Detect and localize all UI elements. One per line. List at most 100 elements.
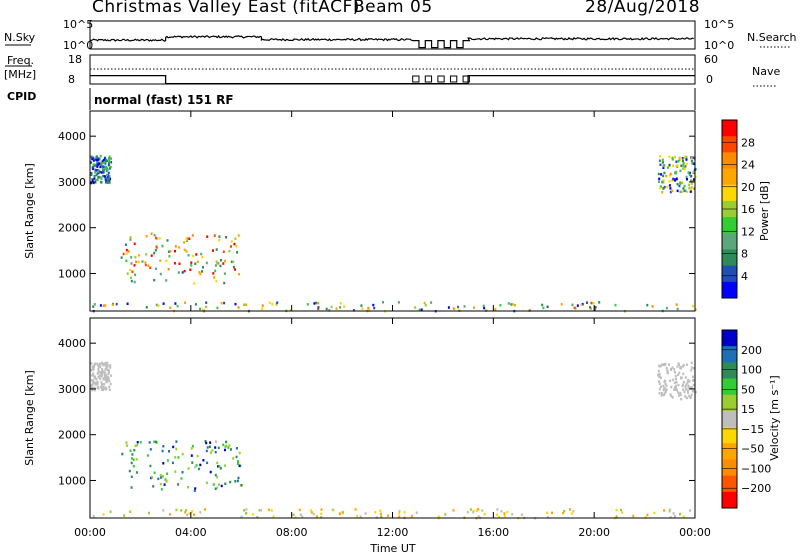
power-point: [178, 262, 181, 265]
velocity-point: [477, 508, 480, 511]
power-point: [190, 264, 193, 267]
power-point: [219, 264, 222, 268]
velocity-point: [217, 483, 220, 486]
power-point: [129, 238, 132, 241]
velocity-point: [161, 449, 164, 453]
nsearch-tick-top: 10^5: [704, 18, 734, 31]
power-point: [193, 282, 196, 285]
power-point: [137, 260, 140, 264]
velocity-point: [678, 394, 681, 397]
velocity-point: [676, 365, 679, 368]
velocity-point: [665, 388, 668, 391]
power-point: [213, 276, 216, 279]
power-point: [106, 168, 109, 171]
velocity-point: [206, 461, 209, 465]
power-point: [685, 162, 688, 166]
velocity-point: [92, 515, 95, 518]
velocity-ytick-label: 3000: [58, 383, 86, 396]
power-point: [457, 305, 459, 309]
velocity-colorbar-tick-label: 15: [741, 403, 755, 416]
power-point: [690, 188, 693, 191]
power-point: [594, 306, 597, 309]
power-point: [690, 180, 693, 183]
velocity-point: [105, 364, 108, 367]
velocity-point: [104, 368, 107, 371]
power-point: [692, 179, 694, 183]
power-point: [153, 278, 156, 282]
velocity-point: [132, 465, 135, 468]
velocity-point: [444, 513, 447, 516]
x-tick-label: 00:00: [679, 526, 711, 539]
power-point: [101, 168, 104, 171]
velocity-point: [658, 387, 661, 391]
power-point: [541, 303, 544, 307]
power-point: [418, 308, 421, 312]
freq-tick-bottom: 8: [68, 73, 75, 86]
power-point: [133, 242, 136, 245]
nave-tick-top: 60: [704, 53, 718, 66]
velocity-point: [211, 449, 214, 452]
velocity-point: [692, 378, 694, 382]
velocity-point: [92, 382, 95, 385]
velocity-point: [496, 513, 499, 516]
power-point: [681, 181, 683, 185]
velocity-point: [664, 389, 667, 393]
power-point: [191, 234, 194, 237]
power-point: [215, 248, 218, 251]
power-point: [666, 166, 669, 169]
power-point: [671, 179, 674, 182]
power-point: [214, 269, 217, 273]
velocity-point: [165, 480, 168, 483]
power-ytick-label: 4000: [58, 130, 86, 143]
velocity-point: [151, 476, 153, 479]
power-point: [145, 306, 148, 309]
x-tick-label: 00:00: [74, 526, 106, 539]
velocity-point: [104, 361, 107, 365]
power-point: [186, 237, 189, 240]
velocity-point: [662, 384, 665, 388]
velocity-point: [128, 469, 131, 473]
velocity-point: [152, 485, 155, 488]
power-point: [98, 157, 101, 160]
power-point: [94, 164, 97, 167]
velocity-point: [234, 480, 237, 483]
velocity-point: [675, 380, 678, 384]
power-point: [424, 304, 427, 307]
power-point: [234, 237, 237, 240]
velocity-point: [149, 464, 152, 468]
power-point: [662, 166, 665, 169]
velocity-point: [331, 508, 334, 511]
velocity-point: [663, 363, 666, 367]
power-point: [690, 182, 693, 185]
velocity-point: [205, 441, 208, 445]
power-point: [317, 306, 320, 309]
power-point: [573, 306, 576, 310]
velocity-point: [615, 515, 618, 518]
power-colorbar-tick-label: 16: [741, 203, 755, 216]
power-point: [200, 252, 203, 256]
power-point: [126, 252, 129, 255]
power-point: [173, 262, 176, 265]
power-point: [660, 173, 663, 176]
power-point: [167, 268, 170, 271]
velocity-point: [185, 509, 188, 512]
velocity-point: [680, 397, 683, 401]
velocity-point: [673, 381, 676, 385]
power-point: [665, 174, 668, 178]
power-point: [94, 171, 97, 174]
power-point: [108, 167, 111, 170]
velocity-point: [101, 363, 104, 366]
power-point: [176, 304, 179, 308]
power-point: [201, 270, 203, 273]
velocity-point: [669, 367, 672, 371]
velocity-point: [511, 513, 514, 516]
power-point: [663, 171, 666, 175]
power-point: [675, 177, 678, 181]
velocity-point: [196, 454, 199, 458]
power-point: [147, 264, 150, 267]
power-point: [343, 305, 346, 308]
velocity-point: [621, 511, 624, 514]
velocity-point: [98, 374, 101, 377]
power-point: [235, 245, 238, 248]
velocity-point: [212, 483, 215, 486]
